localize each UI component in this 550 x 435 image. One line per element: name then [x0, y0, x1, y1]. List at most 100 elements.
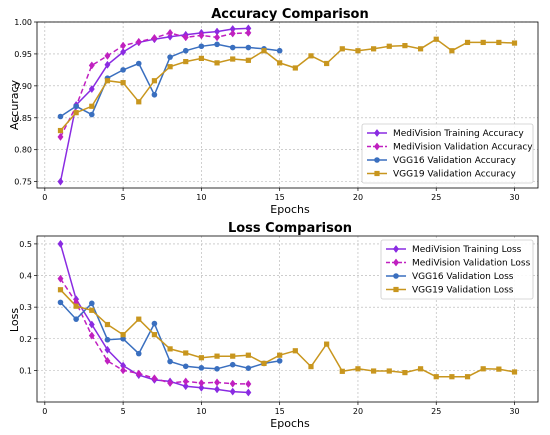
accuracy-data-point — [480, 39, 486, 46]
loss-data-point — [57, 274, 64, 283]
accuracy-data-point — [198, 55, 204, 61]
accuracy-series-medivision-validation-accuracy — [57, 28, 252, 141]
loss-data-point — [151, 332, 158, 338]
accuracy-x-tick-label: 5 — [121, 193, 126, 202]
accuracy-series-line — [59, 38, 515, 131]
accuracy-legend-label: VGG19 Validation Accuracy — [393, 170, 516, 180]
loss-data-point — [73, 316, 79, 322]
loss-x-tick-label: 5 — [121, 407, 126, 416]
accuracy-data-point — [57, 132, 64, 141]
loss-data-point — [261, 360, 267, 367]
accuracy-series-line — [59, 32, 249, 138]
loss-data-point — [214, 378, 221, 387]
loss-legend-item: VGG16 Validation Loss — [386, 272, 514, 282]
loss-y-tick-label: 0.2 — [19, 335, 32, 344]
loss-data-point — [355, 366, 361, 372]
loss-legend-label: MediVision Training Loss — [412, 245, 522, 255]
accuracy-y-tick-label: 0.90 — [14, 82, 32, 91]
accuracy-data-point — [120, 41, 127, 50]
loss-y-ticks: 0.1 0.2 0.3 0.4 0.5 — [19, 240, 37, 375]
accuracy-data-point — [104, 60, 111, 69]
accuracy-data-point — [104, 51, 111, 60]
loss-legend-marker — [393, 286, 399, 293]
accuracy-data-point — [135, 60, 142, 67]
accuracy-data-point — [230, 56, 236, 62]
accuracy-x-tick-label: 25 — [431, 193, 441, 202]
accuracy-y-tick-label: 0.95 — [14, 50, 32, 59]
accuracy-data-point — [57, 127, 64, 134]
loss-data-point — [214, 353, 220, 359]
accuracy-data-point — [135, 37, 142, 46]
accuracy-y-tick-label: 0.80 — [14, 146, 32, 155]
accuracy-data-point — [355, 48, 361, 54]
loss-data-point — [182, 363, 189, 370]
accuracy-data-point — [89, 103, 95, 109]
loss-series-medivision-validation-loss — [57, 274, 252, 388]
loss-data-point — [245, 352, 251, 358]
accuracy-data-point — [229, 44, 236, 51]
loss-legend-box — [380, 239, 534, 300]
loss-y-tick-label: 0.5 — [19, 240, 32, 249]
loss-data-point — [198, 365, 205, 371]
loss-data-point — [135, 350, 142, 357]
accuracy-data-point — [339, 46, 345, 52]
accuracy-data-point — [464, 39, 471, 46]
loss-data-point — [386, 368, 392, 374]
loss-legend-label: VGG19 Validation Loss — [412, 286, 514, 296]
loss-data-point — [433, 374, 439, 380]
accuracy-data-point — [57, 113, 64, 120]
accuracy-data-point — [449, 48, 455, 54]
loss-legend-item: MediVision Training Loss — [386, 244, 522, 255]
accuracy-data-point — [276, 47, 283, 54]
loss-series-vgg19-validation-loss — [57, 287, 518, 380]
loss-data-point — [120, 332, 126, 338]
accuracy-data-point — [73, 110, 79, 116]
loss-data-point — [57, 287, 64, 293]
accuracy-y-tick-label: 1.00 — [14, 18, 32, 27]
accuracy-data-point — [198, 43, 205, 50]
loss-x-tick-label: 30 — [509, 407, 519, 416]
loss-data-point — [198, 379, 205, 388]
accuracy-data-point — [167, 54, 173, 60]
accuracy-x-tick-label: 10 — [196, 193, 206, 202]
accuracy-y-tick-label: 0.75 — [14, 178, 32, 187]
accuracy-data-point — [167, 64, 173, 70]
accuracy-data-point — [245, 44, 252, 51]
accuracy-data-point — [245, 57, 251, 63]
loss-y-axis-label: Loss — [8, 308, 21, 332]
accuracy-data-point — [120, 80, 126, 86]
accuracy-data-point — [198, 31, 205, 40]
loss-data-point — [214, 366, 220, 372]
loss-legend-item: MediVision Validation Loss — [386, 258, 531, 269]
accuracy-x-tick-label: 30 — [509, 193, 519, 202]
accuracy-plot-frame — [36, 21, 539, 189]
loss-x-tick-label: 0 — [42, 407, 47, 416]
accuracy-data-point — [229, 29, 236, 38]
accuracy-chart-title: Accuracy Comparison — [211, 7, 369, 22]
accuracy-series-line — [59, 27, 249, 182]
loss-data-point — [214, 385, 221, 394]
loss-data-point — [104, 336, 111, 343]
accuracy-data-point — [88, 111, 95, 118]
loss-x-axis-label: Epochs — [270, 417, 310, 430]
accuracy-x-axis-label: Epochs — [270, 203, 310, 216]
loss-data-point — [339, 368, 345, 374]
loss-legend-label: VGG16 Validation Loss — [412, 272, 514, 282]
loss-series — [57, 239, 518, 397]
loss-data-point — [151, 374, 158, 383]
loss-data-point — [136, 316, 142, 322]
loss-data-point — [229, 361, 236, 368]
loss-y-tick-label: 0.3 — [19, 303, 32, 312]
loss-data-point — [308, 363, 314, 370]
accuracy-data-point — [182, 33, 189, 42]
loss-data-point — [229, 379, 236, 388]
loss-data-point — [496, 366, 502, 372]
loss-y-tick-label: 0.1 — [19, 366, 32, 375]
loss-x-tick-label: 10 — [196, 407, 206, 416]
accuracy-legend-item: VGG19 Validation Accuracy — [367, 170, 516, 180]
loss-x-tick-label: 25 — [431, 407, 441, 416]
accuracy-data-point — [371, 46, 377, 52]
accuracy-data-point — [167, 28, 174, 37]
loss-data-point — [167, 358, 173, 365]
accuracy-data-point — [88, 61, 95, 70]
